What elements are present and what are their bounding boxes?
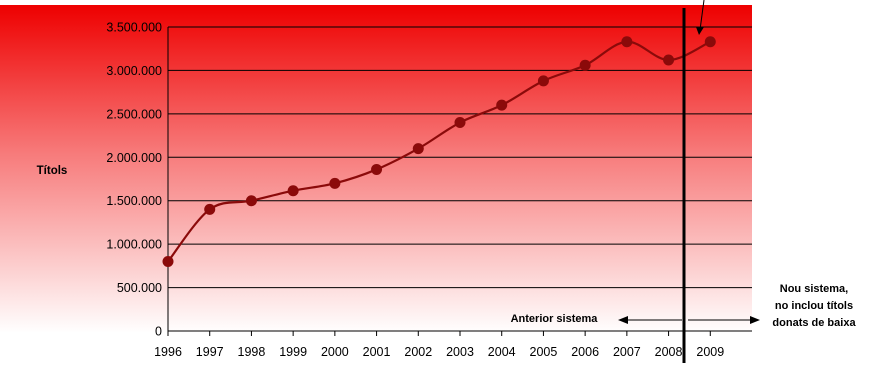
new-system-pointer-arrowhead xyxy=(696,27,704,35)
data-point xyxy=(704,36,716,48)
x-tick-label: 1998 xyxy=(238,345,266,359)
data-point xyxy=(496,99,508,111)
x-tick-label: 2007 xyxy=(613,345,641,359)
y-tick-label: 0 xyxy=(155,325,162,339)
data-point xyxy=(537,75,549,87)
data-point xyxy=(371,163,383,175)
series-markers xyxy=(162,36,716,268)
annotation-new-system-line-1: Nou sistema, xyxy=(780,283,848,295)
x-tick-label: 1999 xyxy=(279,345,307,359)
new-system-pointer-arrow xyxy=(699,0,705,31)
y-tick-label: 2.500.000 xyxy=(106,107,162,121)
data-point xyxy=(245,195,257,207)
y-tick-label: 1.000.000 xyxy=(106,238,162,252)
annotation-new-system-line-3: donats de baixa xyxy=(772,317,856,329)
y-tick-label: 2.000.000 xyxy=(106,151,162,165)
gridlines xyxy=(167,26,752,332)
annotation-old-system: Anterior sistema xyxy=(511,313,599,325)
data-point xyxy=(329,177,341,189)
data-point xyxy=(454,117,466,129)
x-tick-label: 2006 xyxy=(571,345,599,359)
x-tick-label: 2000 xyxy=(321,345,349,359)
x-tick-label: 2009 xyxy=(696,345,724,359)
y-tick-label: 3.000.000 xyxy=(106,64,162,78)
data-point xyxy=(412,143,424,155)
data-point xyxy=(287,185,299,197)
y-tick-label: 1.500.000 xyxy=(106,194,162,208)
y-tick-labels: 0 500.000 1.000.000 1.500.000 2.000.000 2.500… xyxy=(106,21,162,339)
data-point xyxy=(663,54,675,66)
old-system-arrowhead xyxy=(618,316,628,324)
x-tick-label: 2001 xyxy=(363,345,391,359)
x-tick-labels: 1996 1997 1998 1999 2000 2001 2002 2003 2004 2005… xyxy=(154,331,724,359)
new-system-arrowhead xyxy=(750,316,760,324)
x-tick-label: 2002 xyxy=(404,345,432,359)
data-point xyxy=(579,59,591,71)
x-tick-label: 2003 xyxy=(446,345,474,359)
data-point xyxy=(621,36,633,48)
y-tick-label: 500.000 xyxy=(117,281,162,295)
x-tick-label: 1996 xyxy=(154,345,182,359)
data-point xyxy=(162,256,174,268)
x-tick-label: 2004 xyxy=(488,345,516,359)
data-point xyxy=(204,203,216,215)
x-tick-label: 2005 xyxy=(530,345,558,359)
x-tick-label: 2008 xyxy=(655,345,683,359)
annotation-new-system-line-2: no inclou títols xyxy=(775,300,853,312)
x-tick-label: 1997 xyxy=(196,345,224,359)
y-tick-label: 3.500.000 xyxy=(106,21,162,35)
y-axis-label: Títols xyxy=(37,165,68,177)
